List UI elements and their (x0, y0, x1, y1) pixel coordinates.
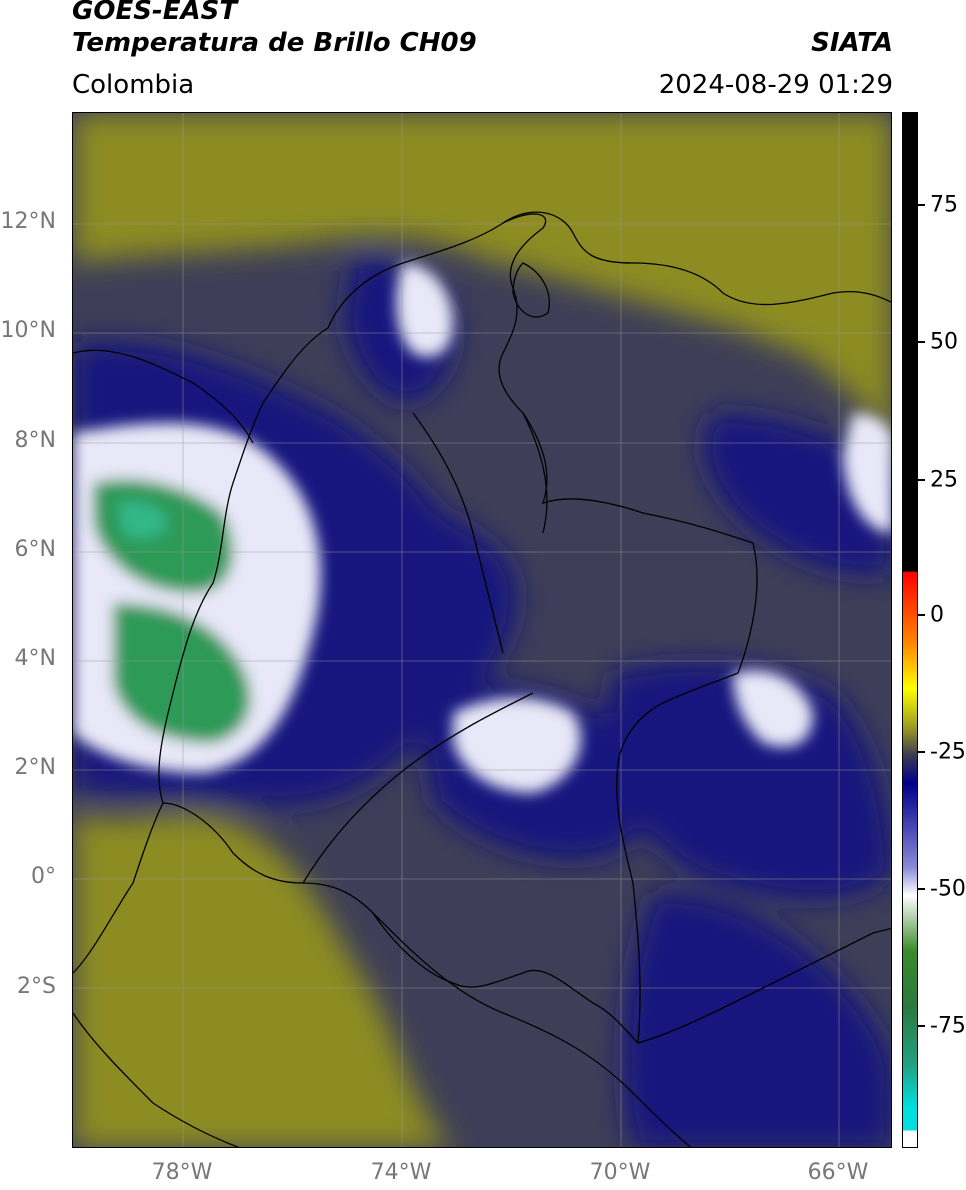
colorbar-tick-25 (918, 479, 925, 481)
ultra-cold-core (118, 501, 168, 539)
colorbar-tick-neg25 (918, 751, 925, 753)
lat-label-2n: 2°N (14, 755, 56, 780)
warm-region-caribbean (503, 257, 891, 441)
ecuador-border (73, 802, 164, 974)
pacific-coast-south (73, 1012, 240, 1147)
colorbar-tick-75 (918, 204, 925, 206)
brazil-border (637, 927, 891, 1044)
satellite-map[interactable] (72, 112, 892, 1148)
colorbar-label-0: 0 (930, 602, 944, 628)
lon-label-70w: 70°W (589, 1160, 651, 1185)
map-canvas (73, 113, 891, 1147)
lat-label-12n: 12°N (0, 209, 56, 234)
colombia-border (158, 213, 758, 1045)
colorbar-label-neg50: -50 (930, 876, 966, 902)
graticule (73, 113, 891, 1147)
organization-label: SIATA (811, 28, 893, 58)
cloud-cluster-guaviare (453, 698, 581, 793)
lat-label-0: 0° (31, 864, 56, 889)
internal-division-1 (302, 692, 534, 884)
internal-division-3 (522, 412, 548, 534)
lon-label-78w: 78°W (151, 1160, 213, 1185)
lat-label-10n: 10°N (0, 318, 56, 343)
colorbar-tick-neg50 (918, 888, 925, 890)
colorbar-tick-0 (918, 614, 925, 616)
colorbar (902, 112, 918, 1148)
satellite-title: GOES-EAST (72, 0, 238, 26)
lat-label-8n: 8°N (14, 428, 56, 453)
colorbar-label-25: 25 (930, 467, 958, 493)
colorbar-label-neg25: -25 (930, 739, 966, 765)
political-borders (73, 211, 891, 1147)
coldest-core-choco (113, 603, 251, 743)
warm-region-midwest (163, 873, 283, 966)
lat-label-4n: 4°N (14, 646, 56, 671)
colorbar-tick-50 (918, 341, 925, 343)
lon-label-66w: 66°W (807, 1160, 869, 1185)
timestamp-label: 2024-08-29 01:29 (658, 70, 893, 100)
cloud-cluster-vichada (733, 670, 813, 747)
internal-division-2 (412, 412, 504, 654)
cold-region-central (333, 491, 518, 701)
region-label: Colombia (72, 70, 195, 100)
cold-region-southeast (622, 893, 891, 1147)
colorbar-label-50: 50 (930, 329, 958, 355)
lat-label-2s: 2°S (17, 974, 56, 999)
lat-label-6n: 6°N (14, 537, 56, 562)
product-title: Temperatura de Brillo CH09 (72, 28, 477, 58)
colorbar-label-75: 75 (930, 192, 958, 218)
venezuela-coast (502, 211, 891, 306)
colorbar-tick-neg75 (918, 1025, 925, 1027)
panama-coast (73, 349, 254, 444)
cold-region-east (607, 662, 891, 900)
peru-border (372, 912, 692, 1147)
colorbar-label-neg75: -75 (930, 1013, 966, 1039)
lon-label-74w: 74°W (370, 1160, 432, 1185)
maracaibo-lake (512, 262, 550, 318)
warm-region-north (73, 113, 891, 373)
warm-region-south (193, 1086, 391, 1147)
